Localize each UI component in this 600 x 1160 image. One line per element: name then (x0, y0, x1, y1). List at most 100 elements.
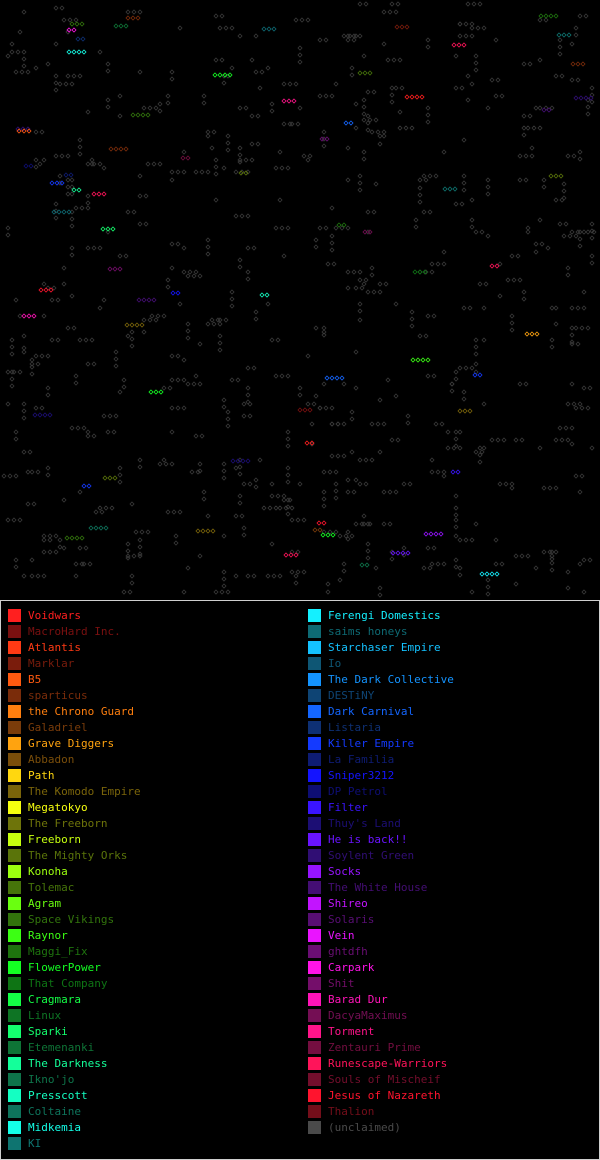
star-marker (189, 469, 195, 475)
star-marker (531, 125, 537, 131)
star-marker (353, 33, 359, 39)
star-marker (293, 81, 299, 87)
star-marker (377, 281, 383, 287)
star-marker (345, 225, 351, 231)
star-marker (271, 26, 277, 32)
star-marker (237, 152, 243, 158)
star-marker (325, 532, 331, 538)
star-marker (336, 222, 342, 228)
star-marker (83, 545, 89, 551)
star-marker (297, 481, 303, 487)
star-marker (477, 281, 483, 287)
star-marker (79, 535, 85, 541)
star-marker (469, 589, 475, 595)
star-marker (93, 525, 99, 531)
star-marker (205, 251, 211, 257)
star-marker (589, 99, 595, 105)
star-marker (521, 113, 527, 119)
star-marker (453, 201, 459, 207)
star-marker (33, 157, 39, 163)
legend-label: Maggi_Fix (28, 945, 88, 958)
star-marker (417, 199, 423, 205)
star-marker (417, 269, 423, 275)
star-marker (129, 336, 135, 342)
star-marker (489, 263, 495, 269)
star-marker (113, 356, 119, 362)
legend-swatch (8, 1025, 21, 1038)
star-marker (245, 385, 251, 391)
star-marker (435, 469, 441, 475)
star-marker (369, 421, 375, 427)
star-marker (245, 269, 251, 275)
star-marker (221, 404, 227, 410)
star-marker (395, 437, 401, 443)
legend-swatch (308, 961, 321, 974)
star-marker (297, 392, 303, 398)
star-marker (565, 437, 571, 443)
star-marker (323, 405, 329, 411)
star-marker (341, 453, 347, 459)
star-marker (431, 313, 437, 319)
star-marker (125, 15, 131, 21)
star-marker (54, 180, 60, 186)
star-marker (363, 457, 369, 463)
star-marker (61, 545, 67, 551)
star-marker (341, 561, 347, 567)
star-marker (31, 313, 37, 319)
legend-label: Jesus of Nazareth (328, 1089, 441, 1102)
star-marker (217, 317, 223, 323)
star-marker (509, 313, 515, 319)
star-marker (17, 29, 23, 35)
star-marker (261, 26, 267, 32)
star-marker (405, 413, 411, 419)
star-marker (389, 1, 395, 7)
star-marker (321, 503, 327, 509)
star-marker (428, 531, 434, 537)
star-marker (565, 272, 571, 278)
star-marker (377, 585, 383, 591)
star-marker (541, 184, 547, 190)
star-marker (423, 177, 429, 183)
star-marker (145, 529, 151, 535)
star-marker (237, 493, 243, 499)
star-marker (133, 529, 139, 535)
star-marker (255, 141, 261, 147)
star-marker (569, 441, 575, 447)
legend-swatch (308, 769, 321, 782)
star-marker (169, 76, 175, 82)
star-marker (177, 301, 183, 307)
star-marker (118, 23, 124, 29)
star-marker (297, 59, 303, 65)
star-marker (9, 344, 15, 350)
star-marker (583, 95, 589, 101)
star-marker (329, 233, 335, 239)
star-marker (21, 408, 27, 414)
star-marker (9, 369, 15, 375)
star-marker (279, 225, 285, 231)
legend-swatch (308, 993, 321, 1006)
star-marker (503, 481, 509, 487)
star-marker (289, 569, 295, 575)
star-marker (265, 301, 271, 307)
star-marker (543, 13, 549, 19)
star-marker (385, 377, 391, 383)
star-marker (523, 153, 529, 159)
star-marker (69, 191, 75, 197)
star-marker (297, 385, 303, 391)
star-marker (569, 341, 575, 347)
star-marker (435, 561, 441, 567)
star-marker (199, 169, 205, 175)
legend-label: Linux (28, 1009, 62, 1022)
star-marker (39, 353, 45, 359)
star-marker (65, 153, 71, 159)
star-marker (79, 205, 85, 211)
star-marker (269, 108, 275, 114)
star-marker (255, 113, 261, 119)
star-marker (357, 457, 363, 463)
star-marker (277, 573, 283, 579)
star-marker (259, 292, 265, 298)
star-marker (409, 94, 415, 100)
star-marker (243, 105, 249, 111)
star-marker (533, 565, 539, 571)
star-marker (289, 517, 295, 523)
